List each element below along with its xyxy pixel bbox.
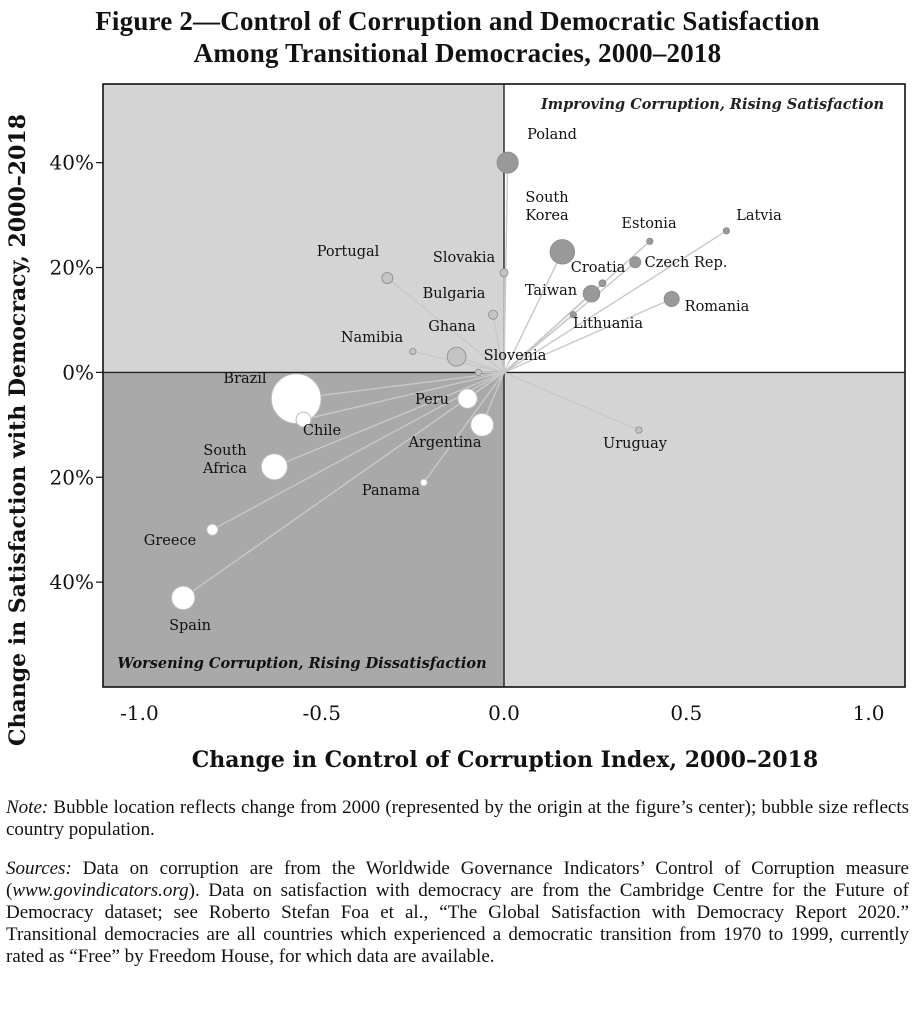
figure-sources: Sources: Data on corruption are from the… <box>6 858 909 968</box>
bubble-label: Peru <box>415 392 449 408</box>
x-tick-label: 1.0 <box>853 701 885 725</box>
bubble-label: Panama <box>362 483 420 499</box>
bubble-label: Namibia <box>341 330 404 346</box>
bubble-point <box>549 239 576 265</box>
bubble-point <box>499 268 509 278</box>
x-axis-label: Change in Control of Corruption Index, 2… <box>192 747 818 773</box>
figure-note: Note: Bubble location reflects change fr… <box>6 797 909 841</box>
y-tick-label: 40% <box>50 151 94 175</box>
connector-line <box>212 371 505 531</box>
sources-url: www.govindicators.org <box>12 880 189 901</box>
bubble-point <box>598 279 607 288</box>
scatter-chart: Poland South Korea Estonia Latvia Czech Rep. C… <box>5 83 906 773</box>
bubble-label: Bulgaria <box>423 286 486 302</box>
bubble-layer <box>170 151 730 611</box>
bubble-label: South Africa <box>202 443 247 477</box>
bubble-label: South Korea <box>525 190 569 224</box>
bubble-point <box>488 309 499 320</box>
plot-border <box>102 83 906 688</box>
connector-line <box>423 371 505 483</box>
bubble-point <box>496 151 519 174</box>
bubble-point <box>470 412 495 437</box>
bubble-label: Slovakia <box>433 250 496 266</box>
note-lead: Note: <box>6 797 49 818</box>
chart-title-line2: Among Transitional Democracies, 2000–201… <box>193 38 722 68</box>
bubble-label: Latvia <box>736 208 782 224</box>
y-tick-label: 40% <box>50 570 94 594</box>
y-axis-ticks: 40% 20% 0% 20% 40% <box>50 151 103 594</box>
connector-line <box>296 371 505 400</box>
note-text: Bubble location reflects change from 200… <box>6 797 909 840</box>
bubble-point <box>722 227 730 235</box>
sources-text-2: ). Data on satisfaction with democracy a… <box>6 880 909 967</box>
sources-text-1: Data on corruption are from the Worldwid… <box>6 858 909 901</box>
bubble-label: Greece <box>144 533 196 549</box>
y-tick-label: 20% <box>50 465 94 489</box>
x-axis-ticks: -1.0 -0.5 0.0 0.5 1.0 <box>120 701 884 725</box>
x-tick-label: 0.0 <box>488 701 520 725</box>
quadrant-top-right <box>504 84 905 373</box>
connector-line <box>503 251 563 373</box>
connector-line <box>386 277 505 373</box>
sources-lead: Sources: <box>6 858 72 879</box>
bubble-point <box>419 478 428 487</box>
chart-title-line1: Figure 2—Control of Corruption and Democ… <box>95 6 820 36</box>
connector-line <box>182 371 505 599</box>
bubble-point <box>206 523 219 536</box>
bubble-label: Brazil <box>223 371 267 387</box>
x-tick-label: 0.5 <box>670 701 702 725</box>
bubble-point <box>646 237 654 245</box>
bubble-label: Croatia <box>571 260 626 276</box>
bubble-point <box>663 290 680 307</box>
quadrant-top-left <box>103 84 504 373</box>
x-tick-label: -1.0 <box>120 701 159 725</box>
bubble-point <box>295 411 312 428</box>
bubble-label: Portugal <box>317 244 380 260</box>
bubble-point <box>635 426 643 434</box>
connector-line <box>503 371 640 431</box>
bubble-point <box>270 373 322 424</box>
bubble-point <box>260 453 288 481</box>
connector-line <box>503 298 672 374</box>
bubble-label: Argentina <box>407 435 481 451</box>
quadrant-backgrounds <box>103 84 905 687</box>
bubble-label: Slovenia <box>484 348 547 364</box>
quadrant-label-top-right: Improving Corruption, Rising Satisfactio… <box>540 96 884 113</box>
y-tick-label: 20% <box>50 256 94 280</box>
connector-line <box>492 314 505 373</box>
connector-line <box>274 371 505 468</box>
quadrant-bottom-right <box>504 372 905 687</box>
bubble-point <box>446 346 467 367</box>
bubble-point <box>582 285 601 303</box>
bubble-point <box>381 272 394 284</box>
bubble-point <box>629 256 642 269</box>
bubble-point <box>409 347 417 356</box>
bubble-point <box>170 585 196 611</box>
bubble-labels: Poland South Korea Estonia Latvia Czech Rep. C… <box>144 127 782 634</box>
x-tick-label: -0.5 <box>302 701 341 725</box>
bubble-label: Estonia <box>621 216 677 232</box>
bubble-label: Ghana <box>428 319 476 335</box>
y-tick-label: 0% <box>62 360 94 384</box>
connector-line <box>503 230 727 373</box>
bubble-label: Romania <box>685 299 750 315</box>
bubble-point <box>474 368 483 376</box>
connector-lines <box>182 162 727 599</box>
connector-line <box>303 371 505 421</box>
connector-line <box>503 314 574 373</box>
bubble-point <box>569 311 577 319</box>
bubble-label: Lithuania <box>573 316 643 332</box>
plot-frame <box>102 83 906 688</box>
bubble-label: Czech Rep. <box>645 255 728 271</box>
bubble-label: Uruguay <box>603 436 668 452</box>
bubble-point <box>457 388 478 409</box>
bubble-label: Taiwan <box>525 283 577 299</box>
connector-line <box>503 293 592 373</box>
quadrant-label-bottom-left: Worsening Corruption, Rising Dissatisfac… <box>117 655 486 672</box>
bubble-label: Chile <box>303 423 341 439</box>
bubble-label: Spain <box>169 618 211 634</box>
bubble-label: Poland <box>527 127 577 143</box>
y-axis-label: Change in Satisfaction with Democracy, 2… <box>5 114 31 746</box>
